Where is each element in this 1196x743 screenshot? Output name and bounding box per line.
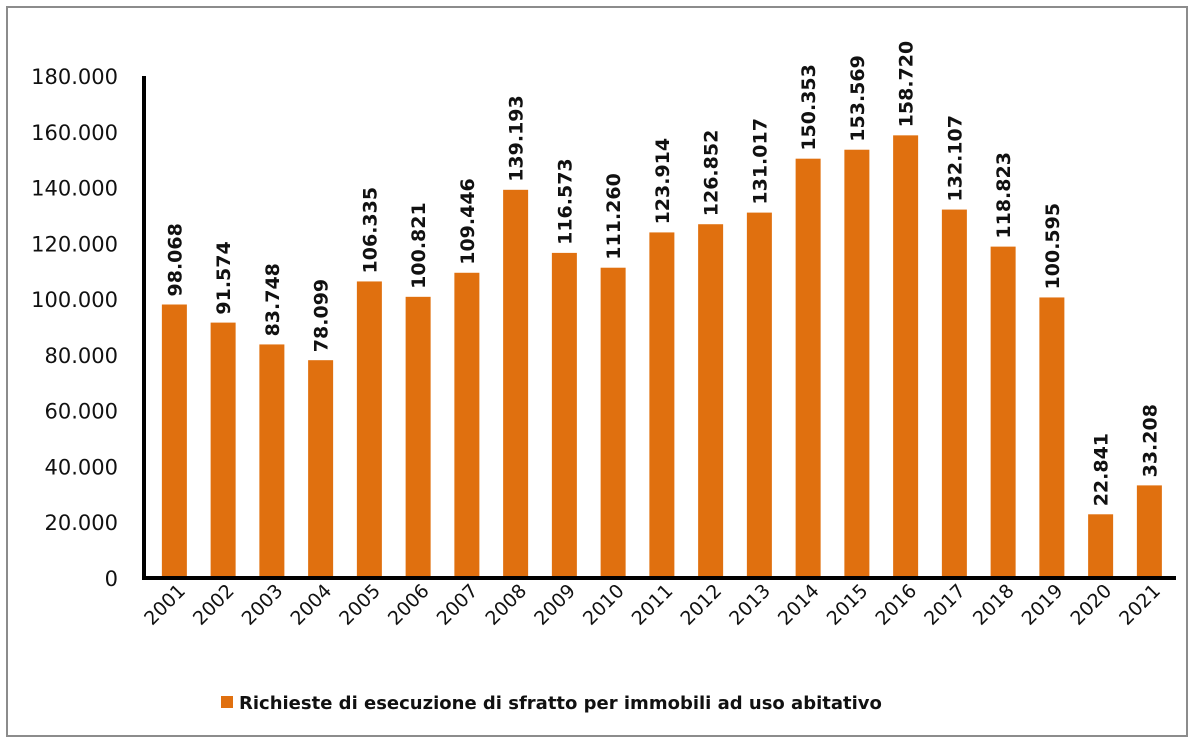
x-tick-label-2001: 2001 bbox=[140, 580, 190, 630]
y-axis-ticks: 0 20.000 40.000 60.000 80.000 100.000 120.000 1… bbox=[31, 65, 118, 591]
x-tick-label-2014: 2014 bbox=[774, 580, 824, 630]
bar-2012 bbox=[698, 224, 724, 578]
data-label-2001: 98.068 bbox=[164, 223, 186, 296]
x-tick-label-2005: 2005 bbox=[335, 580, 385, 630]
x-tick-label-2015: 2015 bbox=[823, 580, 873, 630]
bars bbox=[161, 135, 1162, 579]
bar-2016 bbox=[893, 135, 919, 579]
bar-2021 bbox=[1136, 485, 1162, 578]
x-tick-label-2013: 2013 bbox=[725, 580, 775, 630]
x-tick-label-2008: 2008 bbox=[481, 580, 531, 630]
data-label-2021: 33.208 bbox=[1139, 404, 1161, 477]
x-tick-label-2006: 2006 bbox=[384, 580, 434, 630]
bar-2008 bbox=[503, 189, 529, 578]
bar-2001 bbox=[161, 304, 187, 578]
bar-2006 bbox=[405, 296, 431, 578]
bar-2003 bbox=[259, 344, 285, 578]
x-tick-label-2018: 2018 bbox=[969, 580, 1019, 630]
data-label-2010: 111.260 bbox=[603, 173, 625, 260]
data-label-2014: 150.353 bbox=[798, 64, 820, 151]
data-label-2003: 83.748 bbox=[262, 263, 284, 336]
bar-2015 bbox=[844, 149, 870, 578]
data-label-2006: 100.821 bbox=[408, 202, 430, 289]
x-tick-label-2011: 2011 bbox=[628, 580, 678, 630]
data-label-2012: 126.852 bbox=[701, 130, 723, 217]
bar-2007 bbox=[454, 272, 480, 578]
x-tick-label-2016: 2016 bbox=[871, 580, 921, 630]
x-tick-label-2017: 2017 bbox=[920, 580, 970, 630]
bar-2004 bbox=[308, 360, 334, 578]
y-tick-label: 120.000 bbox=[31, 232, 118, 256]
bar-2009 bbox=[551, 252, 577, 578]
legend-label: Richieste di esecuzione di sfratto per i… bbox=[239, 693, 882, 714]
y-tick-label: 0 bbox=[105, 567, 118, 591]
y-tick-label: 160.000 bbox=[31, 121, 118, 145]
x-tick-label-2010: 2010 bbox=[579, 580, 629, 630]
data-label-2013: 131.017 bbox=[749, 118, 771, 205]
x-tick-label-2004: 2004 bbox=[286, 580, 336, 630]
x-tick-label-2007: 2007 bbox=[433, 580, 483, 630]
y-tick-label: 40.000 bbox=[45, 455, 118, 479]
bar-2014 bbox=[795, 158, 821, 578]
bar-2002 bbox=[210, 322, 236, 578]
data-labels: 98.068 91.574 83.748 78.099 106.335 100.821 10… bbox=[164, 41, 1161, 506]
bar-2010 bbox=[600, 267, 626, 578]
x-tick-label-2003: 2003 bbox=[238, 580, 288, 630]
data-label-2011: 123.914 bbox=[652, 138, 674, 225]
y-tick-label: 20.000 bbox=[45, 511, 118, 535]
bar-2019 bbox=[1039, 297, 1065, 578]
x-tick-label-2019: 2019 bbox=[1018, 580, 1068, 630]
x-tick-label-2012: 2012 bbox=[676, 580, 726, 630]
y-tick-label: 140.000 bbox=[31, 177, 118, 201]
data-label-2004: 78.099 bbox=[311, 279, 333, 352]
x-tick-label-2009: 2009 bbox=[530, 580, 580, 630]
data-label-2016: 158.720 bbox=[896, 41, 918, 128]
data-label-2018: 118.823 bbox=[993, 152, 1015, 239]
data-label-2007: 109.446 bbox=[457, 178, 479, 265]
data-label-2017: 132.107 bbox=[944, 115, 966, 202]
x-axis-labels: 2001200220032004200520062007200820092010… bbox=[140, 580, 1165, 630]
legend: Richieste di esecuzione di sfratto per i… bbox=[221, 693, 882, 714]
data-label-2002: 91.574 bbox=[213, 241, 235, 314]
bar-2013 bbox=[746, 212, 772, 578]
bar-2005 bbox=[356, 281, 382, 578]
bar-2017 bbox=[941, 209, 967, 579]
x-tick-label-2002: 2002 bbox=[189, 580, 239, 630]
bar-2011 bbox=[649, 232, 675, 579]
bar-2020 bbox=[1088, 514, 1114, 578]
legend-swatch bbox=[221, 696, 233, 708]
data-label-2008: 139.193 bbox=[506, 95, 528, 182]
y-tick-label: 80.000 bbox=[45, 344, 118, 368]
data-label-2009: 116.573 bbox=[554, 158, 576, 245]
data-label-2015: 153.569 bbox=[847, 55, 869, 142]
y-tick-label: 100.000 bbox=[31, 288, 118, 312]
bar-2018 bbox=[990, 246, 1016, 579]
data-label-2020: 22.841 bbox=[1091, 433, 1113, 506]
y-tick-label: 180.000 bbox=[31, 65, 118, 89]
data-label-2019: 100.595 bbox=[1042, 203, 1064, 290]
x-tick-label-2020: 2020 bbox=[1066, 580, 1116, 630]
y-tick-label: 60.000 bbox=[45, 400, 118, 424]
x-tick-label-2021: 2021 bbox=[1115, 580, 1165, 630]
data-label-2005: 106.335 bbox=[359, 187, 381, 274]
